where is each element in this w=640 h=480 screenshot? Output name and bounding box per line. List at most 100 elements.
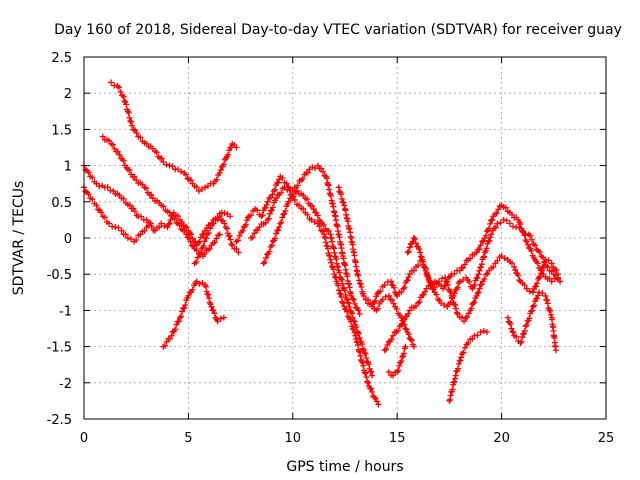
- data-point: [394, 292, 401, 299]
- data-point: [345, 300, 352, 307]
- data-point: [364, 379, 371, 386]
- data-point: [381, 347, 388, 354]
- y-tick-labels: 2.5 2 1.5 1 0.5 0 -0.5 -1 -1.5 -2 -2.5: [47, 51, 72, 428]
- data-point: [404, 249, 411, 256]
- data-point: [454, 284, 461, 291]
- data-point: [522, 323, 529, 330]
- data-point: [381, 282, 388, 289]
- data-point: [193, 184, 200, 191]
- data-point: [534, 260, 541, 267]
- data-point: [388, 297, 395, 304]
- data-point: [471, 299, 478, 306]
- data-point: [557, 278, 564, 285]
- data-point: [122, 231, 129, 238]
- data-point: [340, 303, 347, 310]
- data-point: [359, 359, 366, 366]
- data-point: [310, 206, 317, 213]
- data-point: [173, 321, 180, 328]
- data-point: [486, 237, 493, 244]
- data-point: [281, 210, 288, 217]
- data-point: [178, 168, 185, 175]
- data-point: [205, 291, 212, 298]
- data-point: [335, 282, 342, 289]
- data-point: [207, 225, 214, 232]
- data-point: [189, 286, 196, 293]
- data-point: [460, 349, 467, 356]
- data-point: [402, 343, 409, 350]
- data-point: [518, 338, 525, 345]
- data-point: [451, 290, 458, 297]
- data-point: [339, 300, 346, 307]
- data-point: [492, 224, 499, 231]
- data-point: [536, 249, 543, 256]
- data-point: [410, 235, 417, 241]
- x-tick-label: 10: [285, 431, 302, 446]
- data-point: [160, 203, 167, 210]
- x-tick-labels: 0 5 10 15 20 25: [80, 431, 614, 446]
- data-point: [169, 163, 176, 170]
- data-point: [457, 357, 464, 364]
- x-tick-label: 25: [598, 431, 615, 446]
- data-point: [133, 236, 140, 243]
- data-point: [89, 196, 96, 203]
- data-point: [275, 179, 282, 186]
- chart-title: Day 160 of 2018, Sidereal Day-to-day VTE…: [54, 22, 622, 38]
- data-point: [193, 247, 200, 254]
- y-tick-label: 1: [64, 160, 72, 175]
- data-point: [327, 256, 334, 263]
- data-point: [390, 372, 397, 379]
- data-point: [473, 292, 480, 299]
- data-point: [309, 202, 316, 209]
- data-point: [364, 378, 371, 385]
- data-point: [314, 212, 321, 219]
- data-point: [203, 235, 210, 242]
- data-point: [262, 219, 269, 226]
- data-point: [545, 257, 552, 264]
- data-point: [423, 271, 430, 278]
- data-point: [377, 288, 384, 295]
- data-point: [185, 292, 192, 299]
- data-point: [143, 185, 150, 192]
- data-point: [126, 202, 133, 209]
- data-point: [461, 261, 468, 268]
- data-point: [384, 342, 391, 349]
- data-point: [228, 241, 235, 248]
- data-point: [349, 314, 356, 321]
- data-point: [118, 227, 125, 234]
- data-point: [502, 204, 509, 211]
- data-point: [420, 261, 427, 268]
- data-point: [398, 289, 405, 296]
- data-point: [446, 288, 453, 295]
- data-point: [477, 281, 484, 288]
- data-point: [151, 227, 158, 234]
- data-point: [158, 220, 165, 227]
- data-point: [249, 234, 256, 241]
- data-point: [475, 271, 482, 278]
- data-point: [166, 220, 173, 227]
- data-point: [256, 224, 263, 231]
- y-tick-label: -2: [59, 377, 72, 392]
- data-point: [174, 213, 181, 220]
- data-point: [544, 297, 551, 304]
- data-point: [225, 151, 232, 158]
- data-point: [547, 311, 554, 318]
- data-point: [383, 346, 390, 353]
- data-point: [339, 280, 346, 287]
- data-point: [355, 330, 362, 337]
- data-point: [214, 216, 221, 223]
- data-point: [194, 254, 201, 261]
- data-point: [495, 206, 502, 213]
- data-point: [408, 337, 415, 344]
- data-point: [220, 314, 227, 321]
- data-point: [137, 134, 144, 141]
- data-point: [318, 165, 325, 172]
- data-point: [417, 249, 424, 256]
- data-point: [390, 300, 397, 307]
- data-point: [482, 232, 489, 239]
- data-point: [439, 275, 446, 282]
- data-point: [405, 273, 412, 280]
- data-point: [234, 237, 241, 244]
- data-point: [126, 114, 133, 121]
- data-point: [363, 354, 370, 361]
- data-point: [216, 231, 223, 238]
